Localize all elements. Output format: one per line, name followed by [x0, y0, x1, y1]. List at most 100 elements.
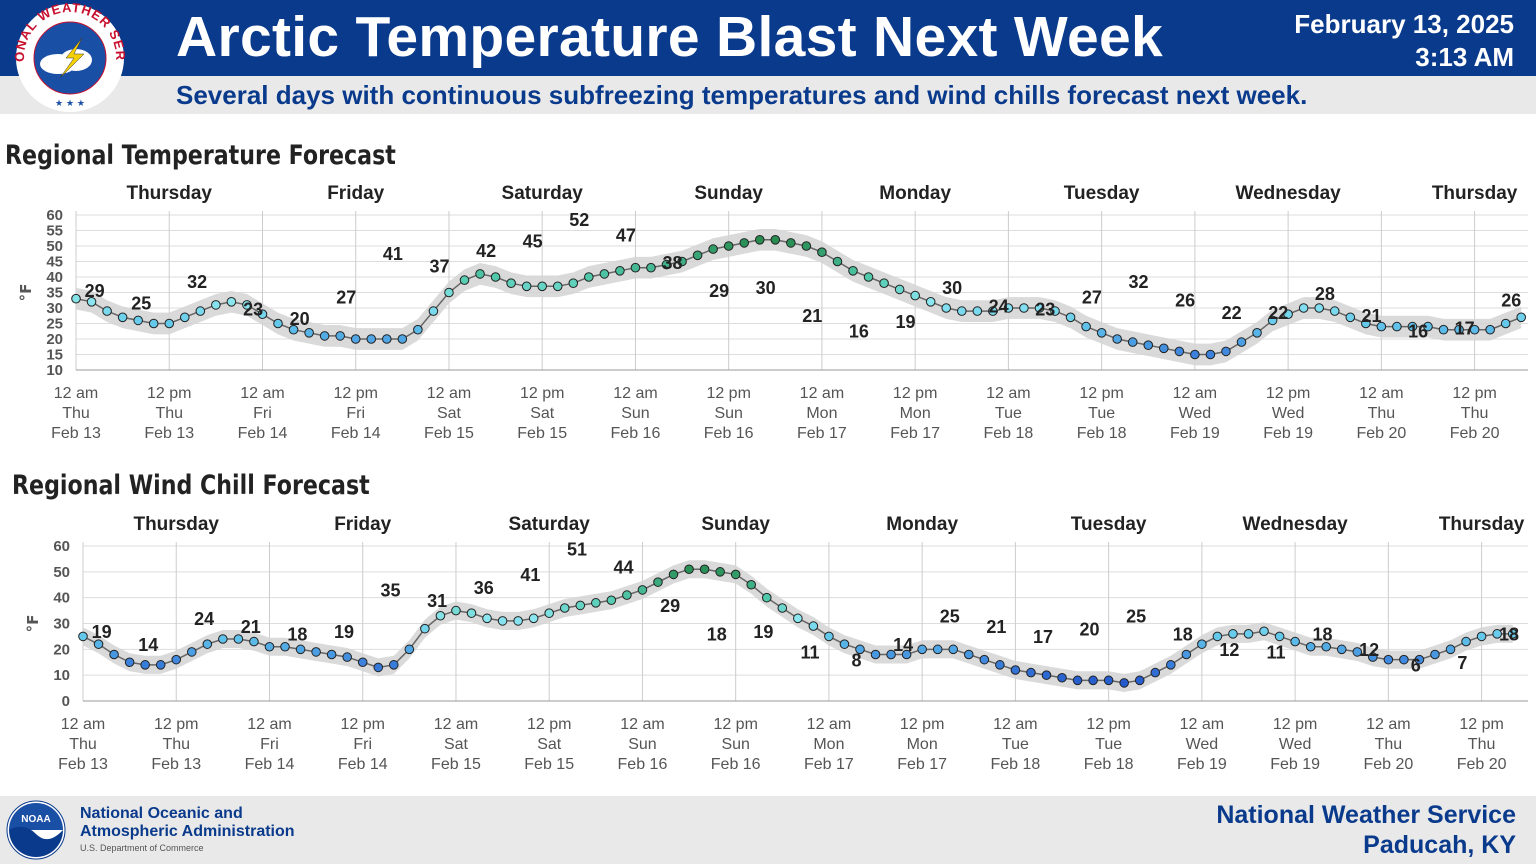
wind-chill-data-label: 11 [1266, 643, 1285, 663]
wind-chill-data-label: 25 [1126, 606, 1146, 626]
temperature-xtick-label: Feb 13 [144, 425, 194, 442]
temperature-xtick-label: 12 pm [147, 385, 191, 402]
wind-chill-xtick-label: Fri [260, 736, 279, 753]
temperature-data-label: 26 [1501, 290, 1521, 310]
temperature-data-point [552, 281, 563, 292]
wind-chill-xtick-label: 12 am [620, 716, 664, 733]
wind-chill-data-label: 20 [1080, 619, 1100, 639]
temperature-data-label: 21 [1361, 306, 1381, 326]
wind-chill-xtick-label: Feb 19 [1270, 756, 1320, 773]
wind-chill-data-point [1119, 678, 1129, 688]
noaa-logo-icon: NOAA [6, 800, 66, 860]
temperature-data-point [754, 235, 765, 245]
wind-chill-xtick-label: 12 pm [713, 716, 757, 733]
wind-chill-data-point [995, 660, 1005, 670]
temperature-data-label: 30 [942, 278, 962, 298]
temperature-data-point [1003, 303, 1014, 313]
temperature-data-label: 21 [802, 306, 822, 326]
temperature-xtick-label: Mon [806, 405, 837, 422]
wind-chill-data-point [824, 631, 834, 642]
temperature-data-point [257, 309, 268, 319]
wind-chill-data-point [1430, 649, 1440, 660]
wind-chill-data-label: 8 [852, 650, 862, 670]
wind-chill-data-point [1026, 667, 1036, 678]
wind-chill-xtick-label: Feb 16 [618, 756, 668, 773]
temperature-data-point [475, 269, 485, 279]
wind-chill-data-label: 6 [1411, 656, 1421, 676]
wind-chill-data-point [1259, 626, 1269, 637]
temperature-data-point [490, 272, 501, 282]
temperature-data-point [1345, 312, 1356, 323]
wind-chill-data-point [1414, 654, 1425, 665]
office-line2: Paducah, KY [1363, 831, 1516, 859]
wind-chill-data-point [901, 649, 912, 660]
temperature-xtick-label: Feb 20 [1356, 425, 1406, 442]
temperature-data-point [413, 324, 423, 335]
temperature-data-point [71, 293, 81, 304]
wind-chill-xtick-label: Feb 14 [245, 756, 295, 773]
wind-chill-xtick-label: Tue [1002, 736, 1029, 753]
temperature-data-point [195, 306, 206, 316]
wind-chill-data-point [622, 590, 632, 600]
wind-chill-data-label: 41 [520, 565, 540, 585]
wind-chill-data-label: 18 [1173, 625, 1193, 645]
temperature-data-point [723, 241, 734, 251]
temperature-ytick-label: 20 [46, 331, 63, 348]
wind-chill-data-point [404, 644, 415, 655]
temperature-data-point [1190, 349, 1200, 360]
wind-chill-xtick-label: 12 am [1366, 716, 1410, 733]
temperature-data-point [599, 269, 610, 279]
temperature-ytick-label: 50 [46, 238, 63, 255]
temperature-xtick-label: 12 am [54, 385, 98, 402]
temperature-data-label: 22 [1222, 303, 1242, 323]
temperature-data-label: 16 [849, 321, 869, 341]
wind-chill-data-point [1057, 672, 1067, 683]
temperature-data-point [1159, 343, 1169, 354]
temperature-xtick-label: Thu [1368, 405, 1396, 422]
temperature-xtick-label: 12 pm [1266, 385, 1310, 402]
wind-chill-data-label: 36 [474, 578, 494, 598]
temperature-data-point [1112, 334, 1122, 344]
wind-chill-data-point [1336, 644, 1347, 655]
wind-chill-data-label: 18 [707, 625, 727, 645]
temperature-xtick-label: Feb 15 [424, 425, 474, 442]
svg-text:★ ★ ★: ★ ★ ★ [55, 99, 85, 109]
wind-chill-data-label: 25 [940, 606, 960, 626]
wind-chill-xtick-label: Feb 17 [897, 756, 947, 773]
temperature-data-point [1127, 337, 1138, 347]
temperature-xtick-label: Wed [1272, 405, 1305, 422]
wind-chill-data-point [777, 603, 788, 613]
wind-chill-data-label: 17 [1033, 627, 1053, 647]
noaa-name: National Oceanic and Atmospheric Adminis… [80, 805, 295, 841]
temperature-data-point [444, 287, 454, 298]
wind-chill-xtick-label: 12 pm [154, 716, 198, 733]
temperature-day-label: Thursday [1432, 183, 1518, 204]
noaa-name-line2: Atmospheric Administration [80, 823, 295, 840]
wind-chill-xtick-label: Feb 17 [804, 756, 854, 773]
temperature-xtick-label: 12 am [800, 385, 844, 402]
temperature-data-point [273, 318, 283, 329]
wind-chill-xtick-label: Mon [813, 736, 844, 753]
temperature-data-label: 45 [523, 232, 543, 252]
temperature-data-point [832, 256, 843, 267]
wind-chill-data-point [326, 649, 337, 660]
wind-chill-data-point [1492, 629, 1502, 639]
wind-chill-data-point [808, 621, 819, 631]
temperature-data-point [1034, 303, 1045, 313]
temperature-yaxis-label: °F [17, 284, 35, 302]
wind-chill-data-label: 11 [800, 643, 819, 663]
wind-chill-data-label: 51 [567, 539, 587, 559]
temperature-data-point [925, 297, 936, 307]
temperature-xtick-label: 12 am [427, 385, 471, 402]
wind-chill-data-point [466, 608, 477, 618]
wind-chill-xtick-label: Thu [162, 736, 190, 753]
wind-chill-data-point [1181, 649, 1192, 660]
wind-chill-xtick-label: 12 am [993, 716, 1037, 733]
temperature-chart: 10 15 20 25 30 35 40 45 50 55 60 °F 12 am Thu Feb 13 12… [0, 136, 1536, 456]
temperature-xtick-label: Sun [621, 405, 649, 422]
temperature-data-point [304, 328, 314, 338]
temperature-data-label: 22 [1268, 303, 1288, 323]
wind-chill-day-label: Thursday [1439, 514, 1525, 535]
temperature-data-point [1236, 337, 1247, 347]
temperature-data-label: 28 [1315, 284, 1335, 304]
